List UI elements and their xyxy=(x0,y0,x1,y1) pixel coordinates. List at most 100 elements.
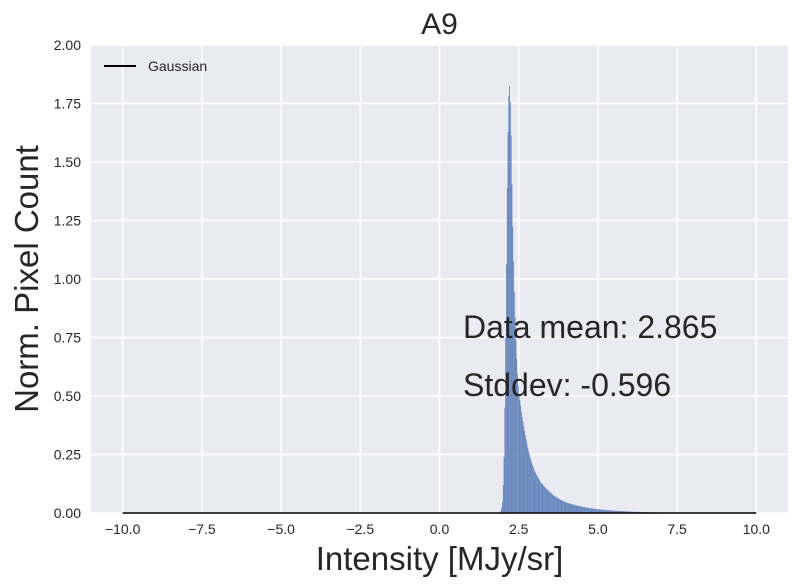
histogram-bar xyxy=(601,509,603,513)
y-tick-label: 0.25 xyxy=(54,447,81,463)
histogram-bar xyxy=(521,417,523,513)
histogram-bar xyxy=(620,511,621,513)
histogram-bar xyxy=(577,505,579,513)
histogram-bar xyxy=(582,506,584,513)
histogram-bar xyxy=(532,465,533,513)
x-axis-label: Intensity [MJy/sr] xyxy=(316,540,564,577)
histogram-bar xyxy=(532,467,534,513)
histogram-bar xyxy=(576,505,578,513)
histogram-bar xyxy=(613,510,615,513)
histogram-bar xyxy=(585,507,587,513)
histogram-bar xyxy=(517,373,518,513)
histogram-bar xyxy=(502,501,503,513)
histogram-bar xyxy=(502,484,504,513)
histogram-bar xyxy=(561,500,563,513)
histogram-bar xyxy=(513,291,515,513)
x-tick-label: 5.0 xyxy=(588,521,608,537)
histogram-bar xyxy=(555,496,556,513)
histogram-bar xyxy=(570,503,572,513)
histogram-bar xyxy=(574,505,576,513)
y-tick-labels: 0.00 0.25 0.50 0.75 1.00 1.25 1.50 1.75 2.00 xyxy=(54,37,81,521)
histogram-bar xyxy=(517,385,519,513)
histogram-bar xyxy=(601,509,602,513)
histogram-bar xyxy=(520,405,522,513)
histogram-bar xyxy=(624,511,625,513)
histogram-bar xyxy=(541,483,543,513)
histogram-bar xyxy=(595,508,597,513)
x-tick-labels: −10.0 −7.5 −5.0 −2.5 0.0 2.5 5.0 7.5 10.0 xyxy=(105,521,770,537)
histogram-bar xyxy=(526,443,528,513)
histogram-bar xyxy=(560,499,562,513)
histogram-bar xyxy=(519,400,521,513)
histogram-bar xyxy=(547,489,549,513)
histogram-bar xyxy=(523,426,525,513)
histogram-bar xyxy=(574,504,575,513)
histogram-bar xyxy=(556,497,558,513)
histogram-bar xyxy=(546,489,548,513)
histogram-bar xyxy=(583,507,585,513)
histogram-bar xyxy=(529,457,531,513)
legend-label-gaussian: Gaussian xyxy=(148,58,207,74)
y-tick-label: 0.75 xyxy=(54,330,81,346)
histogram-bar xyxy=(621,511,623,513)
histogram-bar xyxy=(510,135,512,513)
x-tick-label: 10.0 xyxy=(743,521,770,537)
histogram-bar xyxy=(571,504,573,513)
histogram-bar xyxy=(600,509,602,513)
histogram-bar xyxy=(522,421,524,513)
histogram-bar xyxy=(604,509,606,513)
histogram-bar xyxy=(506,264,507,513)
histogram-bar xyxy=(521,411,522,513)
histogram-bar xyxy=(590,508,592,513)
histogram-bar xyxy=(515,339,517,513)
histogram-bar xyxy=(605,509,606,513)
y-tick-label: 1.25 xyxy=(54,213,81,229)
histogram-bar xyxy=(533,469,535,513)
histogram-bar xyxy=(597,509,598,513)
histogram-bar xyxy=(618,510,620,513)
histogram-bar xyxy=(559,499,560,513)
histogram-bar xyxy=(505,337,507,513)
y-axis-label: Norm. Pixel Count xyxy=(8,145,45,413)
y-tick-label: 2.00 xyxy=(54,37,81,53)
histogram-bar xyxy=(554,496,556,513)
y-tick-label: 0.00 xyxy=(54,505,81,521)
histogram-bar xyxy=(589,508,590,513)
histogram-bar xyxy=(509,102,511,513)
histogram-bar xyxy=(525,435,526,513)
histogram-bar xyxy=(512,226,514,513)
histogram-bar xyxy=(598,509,600,513)
histogram-bar xyxy=(568,503,570,513)
histogram-bar xyxy=(602,509,604,513)
histogram-bar xyxy=(617,510,619,513)
histogram-bar xyxy=(610,510,612,513)
histogram-bar xyxy=(506,188,508,513)
chart-title: A9 xyxy=(421,8,458,41)
histogram-bar xyxy=(543,485,545,513)
x-tick-label: −2.5 xyxy=(346,521,374,537)
histogram-bar xyxy=(549,492,551,513)
histogram-bar xyxy=(557,498,559,513)
histogram-bar xyxy=(564,501,566,513)
histogram-bar xyxy=(611,510,613,513)
histogram-bar xyxy=(616,510,617,513)
x-tick-label: 2.5 xyxy=(509,521,529,537)
histogram-bar xyxy=(614,510,616,513)
histogram-bar xyxy=(544,487,546,513)
histogram-bar xyxy=(616,510,618,513)
histogram-bar xyxy=(507,132,509,514)
histogram-bar xyxy=(562,500,564,513)
histogram-bar xyxy=(586,507,587,513)
histogram-bar xyxy=(516,358,518,513)
x-tick-label: −10.0 xyxy=(105,521,141,537)
annotation-stddev: Stddev: -0.596 xyxy=(463,367,671,403)
histogram-bar xyxy=(625,511,627,513)
histogram-bar xyxy=(594,508,596,513)
histogram-bar xyxy=(615,510,617,513)
histogram-bar xyxy=(537,477,539,513)
histogram-bar xyxy=(608,510,610,513)
histogram-bar xyxy=(620,511,622,513)
histogram-bar xyxy=(504,407,506,513)
histogram-bar xyxy=(622,511,624,513)
histogram-bar xyxy=(530,460,532,513)
